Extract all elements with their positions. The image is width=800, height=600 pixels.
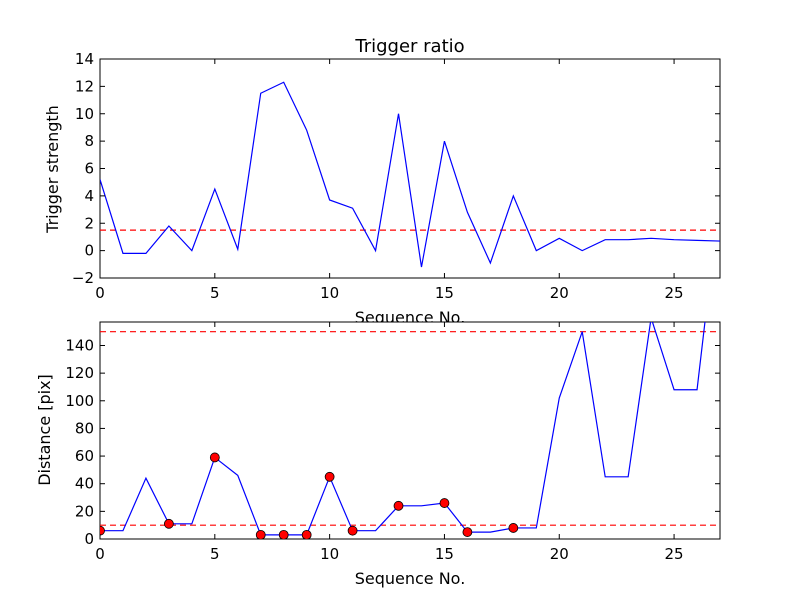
data-point-marker (163, 518, 174, 529)
y-axis: −2 0 2 4 6 8 10 12 14 (72, 50, 720, 287)
y-axis: 0 20 40 60 80 100 120 140 (65, 336, 720, 548)
y-axis-label: Trigger strength (43, 105, 62, 234)
x-tick-label: 5 (210, 545, 220, 563)
x-axis: 0 5 10 15 20 25 (95, 322, 684, 563)
x-tick-label: 25 (665, 545, 684, 563)
x-tick-label: 25 (665, 284, 684, 302)
plot-area (100, 81, 720, 268)
data-point-marker (278, 529, 289, 539)
y-tick-label: 0 (84, 530, 94, 548)
data-point-marker (393, 500, 404, 511)
y-tick-label: 80 (75, 419, 94, 437)
x-axis: 0 5 10 15 20 25 (95, 59, 684, 302)
x-tick-label: 20 (550, 545, 569, 563)
y-tick-label: 2 (84, 214, 94, 232)
x-tick-label: 20 (550, 284, 569, 302)
y-tick-label: −2 (72, 269, 94, 287)
y-tick-label: 4 (84, 187, 94, 205)
y-tick-label: 0 (84, 242, 94, 260)
x-axis-label: Sequence No. (355, 569, 466, 588)
y-tick-label: 8 (84, 132, 94, 150)
y-tick-label: 100 (65, 392, 94, 410)
y-tick-label: 20 (75, 502, 94, 520)
data-point-marker (324, 471, 335, 482)
data-point-marker (301, 529, 312, 539)
axes-frame (99, 321, 721, 540)
chart-title: Trigger ratio (354, 36, 464, 57)
y-axis-label: Distance [pix] (35, 374, 54, 486)
x-tick-label: 15 (435, 284, 454, 302)
y-tick-label: 60 (75, 447, 94, 465)
data-point-marker (508, 523, 519, 533)
y-tick-label: 120 (65, 364, 94, 382)
y-tick-label: 14 (75, 50, 94, 68)
x-tick-label: 0 (95, 284, 105, 302)
y-tick-label: 40 (75, 475, 94, 493)
y-tick-label: 12 (75, 77, 94, 95)
data-point-marker (209, 452, 220, 463)
x-tick-label: 0 (95, 545, 105, 563)
data-point-marker (462, 527, 473, 537)
x-tick-label: 10 (320, 545, 339, 563)
y-tick-label: 6 (84, 160, 94, 178)
data-point-marker (347, 525, 358, 536)
data-point-marker (100, 525, 105, 536)
data-point-marker (439, 498, 450, 508)
x-tick-label: 10 (320, 284, 339, 302)
y-tick-label: 140 (65, 336, 94, 354)
x-tick-label: 15 (435, 545, 454, 563)
series-line (100, 322, 706, 536)
data-point-marker (255, 529, 266, 539)
plot-area (100, 322, 720, 539)
axes-frame (99, 58, 721, 279)
x-tick-label: 5 (210, 284, 220, 302)
y-tick-label: 10 (75, 105, 94, 123)
chart-distance: 0 5 10 15 20 25 0 20 40 60 80 100 120 140 Sequence N… (35, 321, 721, 588)
series-line (100, 81, 720, 268)
